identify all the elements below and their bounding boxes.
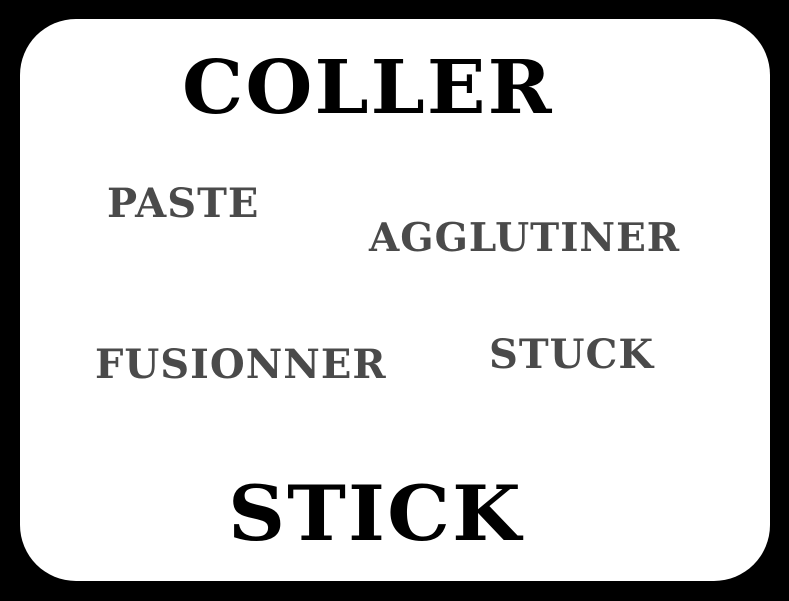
word-stuck: STUCK: [489, 331, 655, 378]
word-card: COLLER PASTE AGGLUTINER FUSIONNER STUCK …: [20, 19, 770, 581]
title-word-stick: STICK: [228, 469, 523, 558]
word-paste: PASTE: [107, 180, 260, 227]
title-word-coller: COLLER: [182, 45, 554, 131]
word-agglutiner: AGGLUTINER: [369, 215, 681, 261]
word-fusionner: FUSIONNER: [95, 341, 387, 388]
